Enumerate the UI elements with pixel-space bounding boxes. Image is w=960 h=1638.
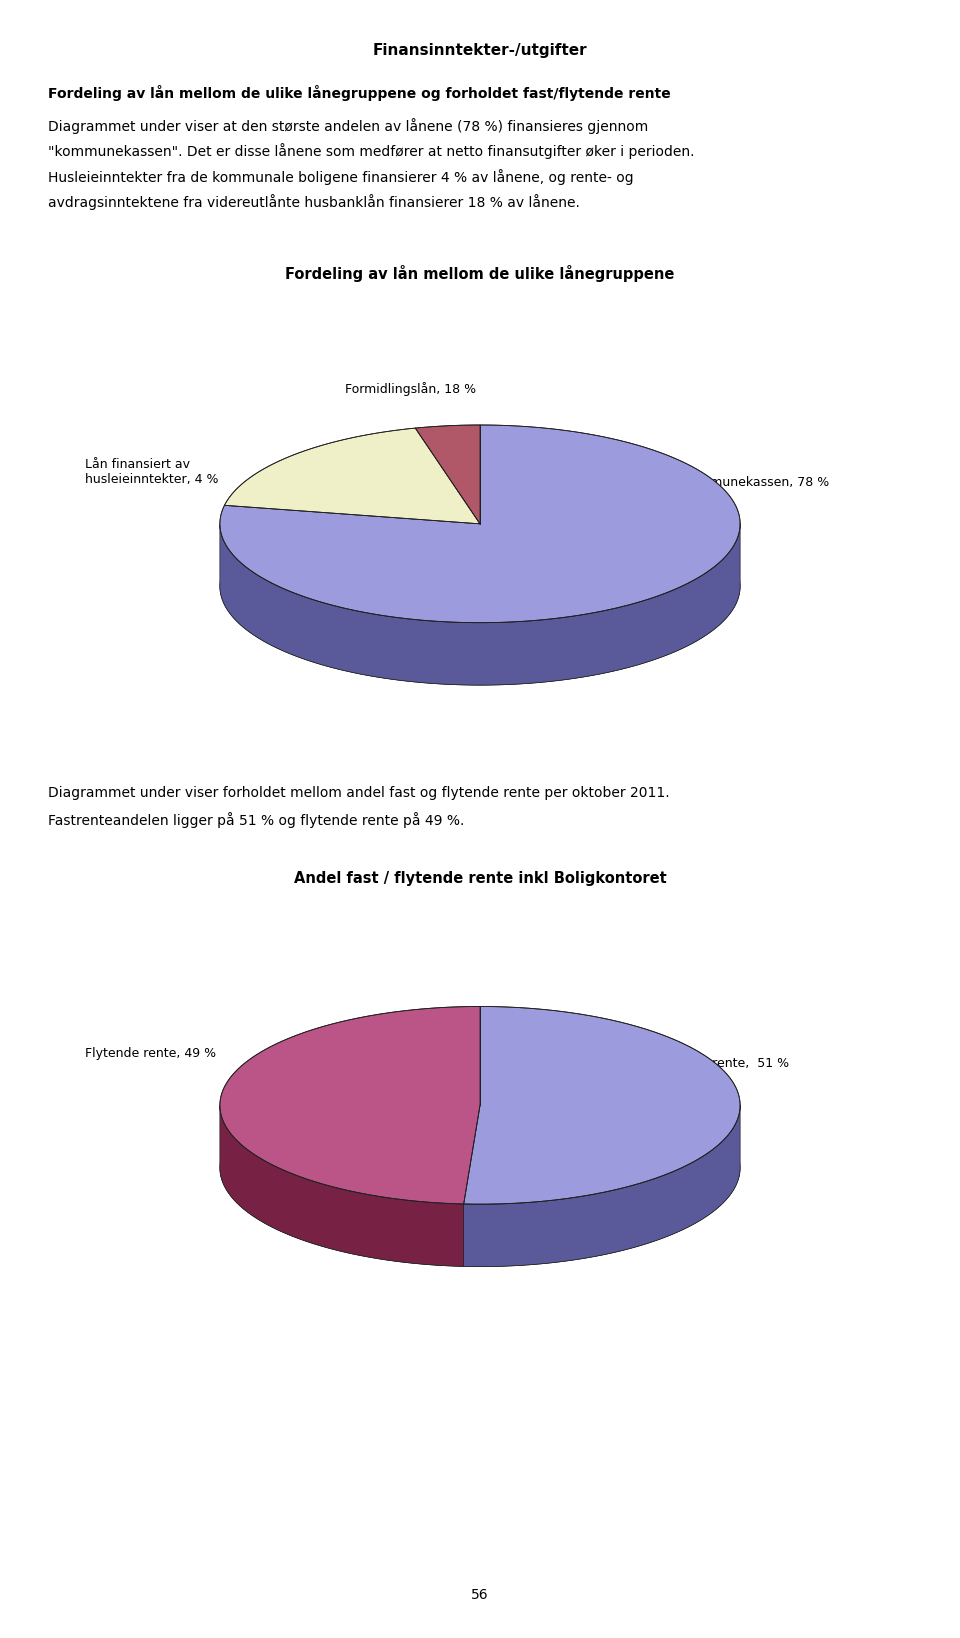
Text: 56: 56 [471,1587,489,1602]
Text: avdragsinntektene fra videreutlånte husbanklån finansierer 18 % av lånene.: avdragsinntektene fra videreutlånte husb… [48,193,580,210]
Polygon shape [464,1006,740,1204]
Text: Formidlingslån, 18 %: Formidlingslån, 18 % [345,382,476,396]
Polygon shape [220,1006,480,1204]
Text: Husleieinntekter fra de kommunale boligene finansierer 4 % av lånene, og rente- : Husleieinntekter fra de kommunale bolige… [48,169,634,185]
Text: Fordeling av lån mellom de ulike lånegruppene: Fordeling av lån mellom de ulike lånegru… [285,265,675,282]
Text: Flytende rente, 49 %: Flytende rente, 49 % [84,1047,216,1060]
Polygon shape [220,424,740,622]
Polygon shape [416,424,480,524]
Polygon shape [225,428,480,524]
Polygon shape [220,1070,740,1266]
Text: Fast rente,  51 %: Fast rente, 51 % [683,1057,789,1070]
Text: Fordeling av lån mellom de ulike lånegruppene og forholdet fast/flytende rente: Fordeling av lån mellom de ulike lånegru… [48,85,671,102]
Polygon shape [464,1106,740,1266]
Text: Diagrammet under viser forholdet mellom andel fast og flytende rente per oktober: Diagrammet under viser forholdet mellom … [48,786,670,801]
Text: Finansinntekter-/utgifter: Finansinntekter-/utgifter [372,43,588,57]
Text: Lån finansiert av
husleieinntekter, 4 %: Lån finansiert av husleieinntekter, 4 % [84,457,218,486]
Polygon shape [220,524,740,685]
Text: Kommunekassen, 78 %: Kommunekassen, 78 % [683,475,829,488]
Polygon shape [220,488,740,685]
Text: Fastrenteandelen ligger på 51 % og flytende rente på 49 %.: Fastrenteandelen ligger på 51 % og flyte… [48,812,465,829]
Text: "kommunekassen". Det er disse lånene som medfører at netto finansutgifter øker i: "kommunekassen". Det er disse lånene som… [48,143,694,159]
Text: Diagrammet under viser at den største andelen av lånene (78 %) finansieres gjenn: Diagrammet under viser at den største an… [48,118,648,134]
Text: Andel fast / flytende rente inkl Boligkontoret: Andel fast / flytende rente inkl Boligko… [294,871,666,886]
Polygon shape [220,1106,464,1266]
